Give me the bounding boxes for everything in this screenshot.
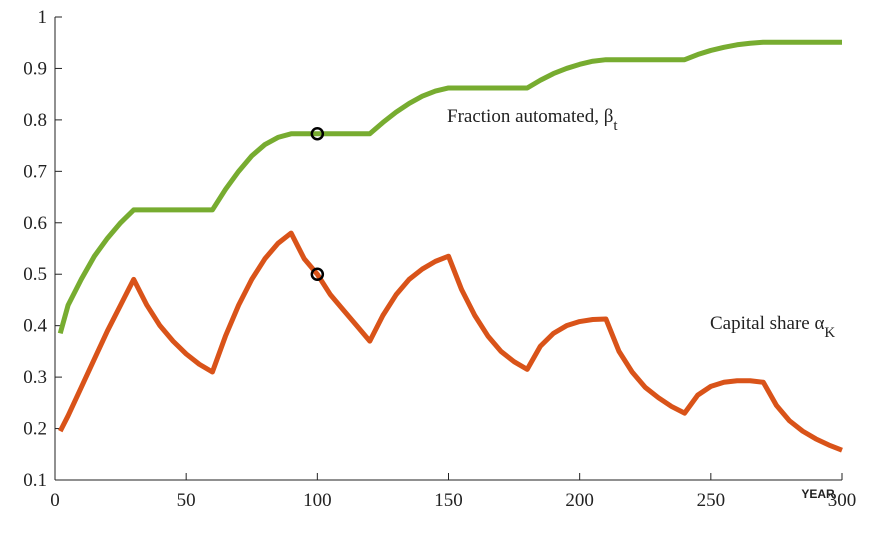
x-tick-label: 250: [697, 490, 726, 511]
y-tick-label: 0.2: [23, 419, 47, 440]
marker: [310, 267, 325, 281]
x-tick-label: 50: [177, 490, 196, 511]
series-label: Capital share αK: [710, 313, 835, 341]
y-tick-label: 0.3: [23, 367, 47, 388]
series-label-text: Capital share α: [710, 313, 824, 334]
y-tick-label: 0.6: [23, 213, 47, 234]
series-label-sub: t: [613, 118, 618, 134]
x-tick-label: 300: [828, 490, 857, 511]
data-line: [58, 230, 843, 453]
y-tick-label: 0.1: [23, 470, 47, 491]
y-tick-label: 0.8: [23, 110, 47, 131]
y-tick-label: 0.5: [23, 264, 47, 285]
x-tick-label: 100: [303, 490, 332, 511]
x-tick-label: 150: [434, 490, 463, 511]
x-tick-label: 0: [50, 490, 60, 511]
marker: [310, 127, 325, 141]
y-tick-label: 0.9: [23, 58, 47, 79]
data-line: [57, 39, 842, 335]
y-tick-label: 1: [38, 7, 48, 28]
series-label-sub: K: [824, 325, 835, 341]
x-axis-label: YEAR: [801, 487, 835, 501]
series-label-text: Fraction automated, β: [447, 106, 613, 127]
y-tick-label: 0.4: [23, 316, 47, 337]
x-tick-label: 200: [565, 490, 594, 511]
y-tick-label: 0.7: [23, 161, 47, 182]
series-label: Fraction automated, βt: [447, 106, 618, 134]
